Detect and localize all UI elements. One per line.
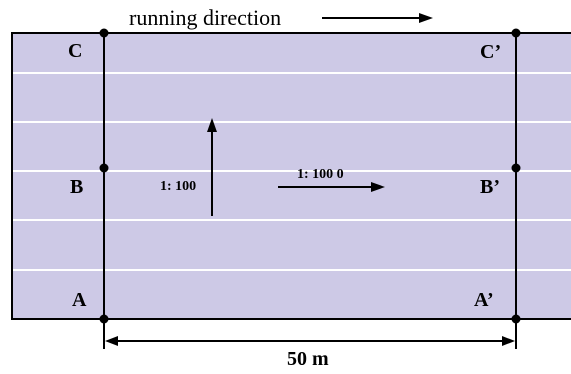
- point-b-prime: [511, 163, 521, 173]
- horizontal-scale-arrow-head: [371, 182, 385, 192]
- measure-points: [99, 28, 521, 324]
- point-a: [99, 314, 109, 324]
- point-c: [99, 28, 109, 38]
- distance-label: 50 m: [287, 348, 329, 370]
- label-a-prime: A’: [474, 289, 494, 311]
- point-b: [99, 163, 109, 173]
- distance-arrow-head-right: [502, 336, 515, 346]
- label-b: B: [70, 176, 83, 198]
- label-c-prime: C’: [480, 41, 501, 63]
- running-direction-arrow-head: [419, 13, 433, 23]
- point-a-prime: [511, 314, 521, 324]
- vertical-scale-arrow-head: [207, 118, 217, 132]
- label-a: A: [72, 289, 87, 311]
- running-direction-label: running direction: [129, 5, 281, 30]
- label-b-prime: B’: [480, 176, 500, 198]
- point-c-prime: [511, 28, 521, 38]
- distance-arrow-head-left: [105, 336, 118, 346]
- track-field: [11, 32, 571, 320]
- label-c: C: [68, 40, 82, 62]
- vertical-scale-label: 1: 100: [160, 179, 196, 194]
- horizontal-scale-label: 1: 100 0: [297, 167, 344, 182]
